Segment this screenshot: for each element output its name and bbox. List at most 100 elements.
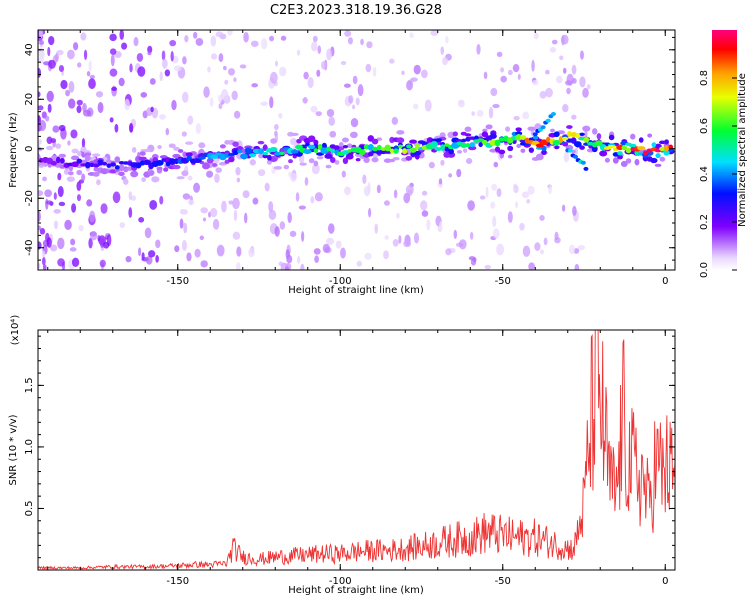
spectrogram-cell — [582, 87, 589, 98]
spectrogram-cell — [481, 131, 489, 138]
spectrogram-cell — [513, 115, 520, 121]
spectrogram-cell — [252, 197, 259, 205]
y-tick-label: 1.5 — [24, 377, 35, 393]
spectrogram-cell — [177, 149, 184, 153]
spectrogram-cell — [78, 224, 84, 232]
colorbar-ticks: 0.0 0.2 0.4 0.6 0.8 — [699, 70, 737, 278]
spectrogram-cell — [310, 196, 315, 204]
spectrogram-cell — [376, 184, 381, 194]
spectrogram-cell — [58, 65, 64, 72]
spectrogram-cell — [489, 133, 497, 139]
colorbar-tick-label: 0.0 — [699, 262, 710, 278]
spectrogram-cell — [171, 99, 177, 111]
spectrogram-cell — [426, 218, 431, 231]
spectrogram-cell — [402, 148, 408, 155]
spectrogram-cell — [124, 98, 130, 111]
spectrogram-cell — [392, 157, 400, 161]
spectrogram-cell — [596, 133, 602, 140]
snr-y-multiplier: (x10⁴) — [10, 315, 21, 346]
spectrogram-cell — [492, 228, 500, 239]
spectrogram-cell — [541, 149, 547, 155]
spectrogram-cell — [57, 172, 62, 181]
spectrogram-cell — [329, 130, 337, 138]
spectrogram-cell — [344, 186, 351, 196]
spectrogram-cell — [342, 157, 349, 165]
colorbar-tick-label: 0.8 — [699, 70, 710, 86]
spectrogram-cell — [269, 35, 275, 42]
spectrogram-cell — [96, 179, 101, 186]
spectrogram-cell — [559, 55, 564, 61]
spectrogram-cell — [93, 166, 99, 172]
spectrogram-cell — [409, 32, 414, 39]
spectrogram-cell — [599, 150, 608, 157]
spectrogram-cell — [181, 170, 189, 177]
spectrogram-cell — [38, 210, 41, 223]
spectrogram-cell — [179, 218, 184, 229]
spectrogram-cell — [140, 91, 148, 98]
spectrogram-cell — [341, 170, 346, 178]
spectrogram-cell — [110, 162, 117, 167]
spectrogram-cell — [637, 146, 646, 151]
spectrogram-cell — [582, 125, 591, 132]
spectrogram-cell — [67, 49, 75, 60]
spectrogram-cell — [242, 190, 250, 199]
spectrogram-cell — [173, 146, 180, 151]
spectrogram-cell — [128, 191, 133, 201]
colorbar-tick-label: 0.4 — [699, 166, 710, 182]
spectrogram-cell — [232, 149, 239, 156]
spectrogram-cell — [195, 123, 202, 135]
spectrogram-cell — [562, 67, 567, 74]
spectrogram-cell — [218, 53, 224, 63]
spectrogram-cell — [212, 163, 217, 167]
spectrogram-cell — [322, 243, 330, 253]
spectrogram-heatmap — [38, 30, 675, 270]
spectrogram-cell — [92, 171, 100, 177]
spectrogram-cell — [186, 252, 192, 262]
x-tick-label: -150 — [166, 276, 189, 287]
spectrogram-cell — [638, 137, 644, 143]
spectrogram-cell — [367, 181, 371, 194]
snr-plot-area — [38, 330, 675, 570]
spectrogram-cell — [73, 42, 79, 51]
spectrogram-cell — [67, 98, 76, 109]
spectrogram-cell — [210, 53, 218, 60]
spectrogram-cell — [393, 148, 399, 154]
spectrogram-cell — [296, 256, 301, 264]
spectrogram-cell — [157, 144, 162, 150]
spectrogram-cell — [159, 113, 166, 120]
colorbar-tick-label: 0.6 — [699, 118, 710, 134]
spectrogram-cell — [215, 167, 222, 173]
spectrogram-cell — [150, 106, 154, 113]
spectrogram-y-axis-label: Frequency (Hz) — [8, 112, 19, 188]
spectrogram-cell — [67, 171, 74, 176]
spectrogram-cell — [350, 117, 359, 128]
spectrogram-cell — [519, 142, 526, 146]
spectrogram-cell — [58, 153, 66, 158]
spectrogram-cell — [121, 42, 128, 50]
spectrogram-cell — [112, 191, 121, 204]
spectrogram-cell — [38, 91, 41, 98]
spectrogram-cell — [647, 133, 653, 138]
spectrogram-cell — [496, 243, 505, 256]
spectrogram-cell — [284, 266, 290, 270]
spectrogram-cell — [405, 155, 413, 161]
spectrogram-cell — [468, 146, 477, 151]
spectrogram-cell — [406, 144, 412, 149]
spectrogram-cell — [344, 30, 352, 37]
spectrogram-cell — [315, 111, 322, 117]
snr-panel: -150 -100 -50 0 0.5 1.0 1.5 Height of straight… — [8, 315, 676, 596]
spectrogram-cell — [566, 125, 573, 129]
spectrogram-cell — [545, 69, 550, 75]
spectrogram-cell — [248, 247, 255, 258]
spectrogram-cell — [251, 83, 259, 88]
spectrogram-cell — [533, 32, 539, 40]
spectrogram-cell — [91, 153, 101, 157]
y-tick-label: 0 — [24, 146, 35, 152]
spectrogram-cell — [448, 148, 454, 155]
x-tick-label: 0 — [662, 576, 668, 587]
spectrogram-cell — [574, 147, 579, 155]
spectrogram-cell — [527, 126, 536, 131]
spectrogram-cell — [465, 158, 473, 165]
spectrogram-cell — [352, 75, 358, 85]
